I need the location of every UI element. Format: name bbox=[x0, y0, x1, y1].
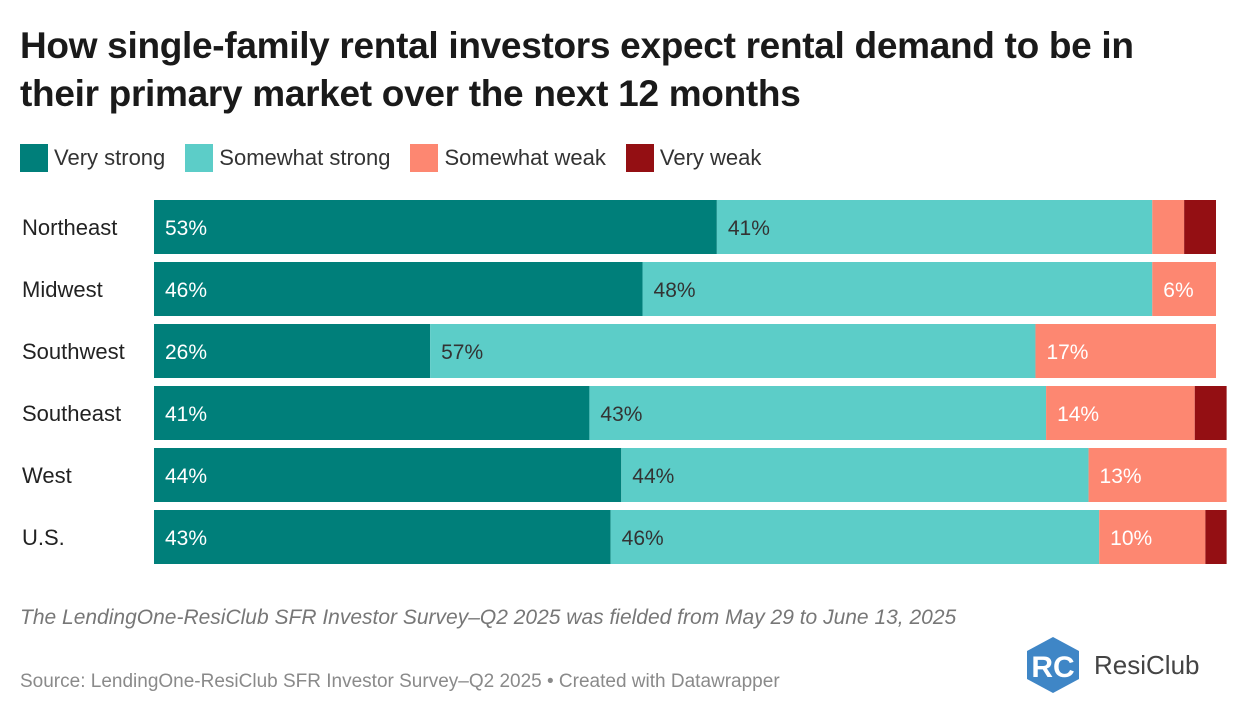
brand-name: ResiClub bbox=[1094, 649, 1200, 680]
legend-label-very-strong: Very strong bbox=[54, 145, 166, 170]
bar-southwest-somewhat-weak bbox=[1035, 324, 1216, 378]
resiclub-brand: RC ResiClub bbox=[1024, 636, 1200, 694]
bar-u-s-somewhat-weak bbox=[1099, 510, 1206, 564]
bar-west-very-strong bbox=[154, 448, 622, 502]
legend-label-somewhat-weak: Somewhat weak bbox=[444, 145, 606, 170]
bar-southeast-very-strong bbox=[154, 386, 590, 440]
bar-west-somewhat-strong bbox=[621, 448, 1089, 502]
data-label-northeast-somewhat-strong: 41% bbox=[728, 217, 770, 240]
legend-label-very-weak: Very weak bbox=[659, 145, 762, 170]
legend: Very strong Somewhat strong Somewhat wea… bbox=[20, 144, 781, 172]
data-label-northeast-very-strong: 53% bbox=[165, 217, 207, 240]
bar-northeast-very-weak bbox=[1184, 200, 1216, 254]
bar-northeast-somewhat-weak bbox=[1152, 200, 1185, 254]
data-label-west-very-strong: 44% bbox=[165, 465, 207, 488]
bar-midwest-somewhat-strong bbox=[642, 262, 1153, 316]
logo-hexagon bbox=[1027, 637, 1079, 693]
source-credit: Source: LendingOne-ResiClub SFR Investor… bbox=[20, 671, 780, 692]
data-label-southeast-very-strong: 41% bbox=[165, 403, 207, 426]
data-label-west-somewhat-weak: 13% bbox=[1100, 465, 1142, 488]
data-label-west-somewhat-strong: 44% bbox=[632, 465, 674, 488]
data-label-u-s-very-strong: 43% bbox=[165, 527, 207, 550]
resiclub-logo-icon: RC bbox=[1027, 637, 1079, 693]
bar-u-s-somewhat-strong bbox=[610, 510, 1100, 564]
category-label-west: West bbox=[22, 463, 72, 488]
legend-label-somewhat-strong: Somewhat strong bbox=[219, 145, 391, 170]
category-label-southwest: Southwest bbox=[22, 339, 125, 364]
bar-southwest-very-strong bbox=[154, 324, 431, 378]
bar-midwest-very-strong bbox=[154, 262, 643, 316]
bar-southeast-somewhat-weak bbox=[1046, 386, 1195, 440]
data-label-u-s-somewhat-strong: 46% bbox=[622, 527, 664, 550]
legend-item-somewhat-strong: Somewhat strong bbox=[185, 144, 390, 172]
legend-swatch-somewhat-weak bbox=[410, 144, 439, 172]
data-label-southwest-very-strong: 26% bbox=[165, 341, 207, 364]
bar-u-s-very-weak bbox=[1205, 510, 1227, 564]
data-label-southeast-somewhat-weak: 14% bbox=[1057, 403, 1099, 426]
bar-southeast-very-weak bbox=[1194, 386, 1227, 440]
legend-swatch-very-weak bbox=[625, 144, 654, 172]
legend-item-very-strong: Very strong bbox=[20, 144, 165, 172]
category-label-midwest: Midwest bbox=[22, 277, 103, 302]
data-label-midwest-somewhat-weak: 6% bbox=[1163, 279, 1193, 302]
data-label-southwest-somewhat-strong: 57% bbox=[441, 341, 483, 364]
logo-letters: RC bbox=[1031, 651, 1074, 684]
bar-southeast-somewhat-strong bbox=[589, 386, 1047, 440]
chart-title: How single-family rental investors expec… bbox=[20, 25, 1134, 114]
legend-swatch-somewhat-strong bbox=[185, 144, 214, 172]
data-label-midwest-somewhat-strong: 48% bbox=[654, 279, 696, 302]
bar-southwest-somewhat-strong bbox=[430, 324, 1036, 378]
legend-item-somewhat-weak: Somewhat weak bbox=[410, 144, 606, 172]
data-label-southeast-somewhat-strong: 43% bbox=[600, 403, 642, 426]
bar-northeast-somewhat-strong bbox=[716, 200, 1153, 254]
bar-west-somewhat-weak bbox=[1088, 448, 1227, 502]
data-label-southwest-somewhat-weak: 17% bbox=[1046, 341, 1088, 364]
survey-note: The LendingOne-ResiClub SFR Investor Sur… bbox=[20, 606, 957, 629]
data-label-midwest-very-strong: 46% bbox=[165, 279, 207, 302]
category-label-southeast: Southeast bbox=[22, 401, 121, 426]
category-label-northeast: Northeast bbox=[22, 215, 117, 240]
stacked-bar-chart: Northeast 53% 41% Midwest 46% 48% 6% Southwest 2… bbox=[22, 200, 1227, 564]
legend-item-very-weak: Very weak bbox=[625, 144, 762, 172]
data-label-u-s-somewhat-weak: 10% bbox=[1110, 527, 1152, 550]
category-label-u-s: U.S. bbox=[22, 525, 65, 550]
bar-midwest-somewhat-weak bbox=[1152, 262, 1216, 316]
legend-swatch-very-strong bbox=[20, 144, 48, 172]
bar-u-s-very-strong bbox=[154, 510, 611, 564]
bar-northeast-very-strong bbox=[154, 200, 717, 254]
